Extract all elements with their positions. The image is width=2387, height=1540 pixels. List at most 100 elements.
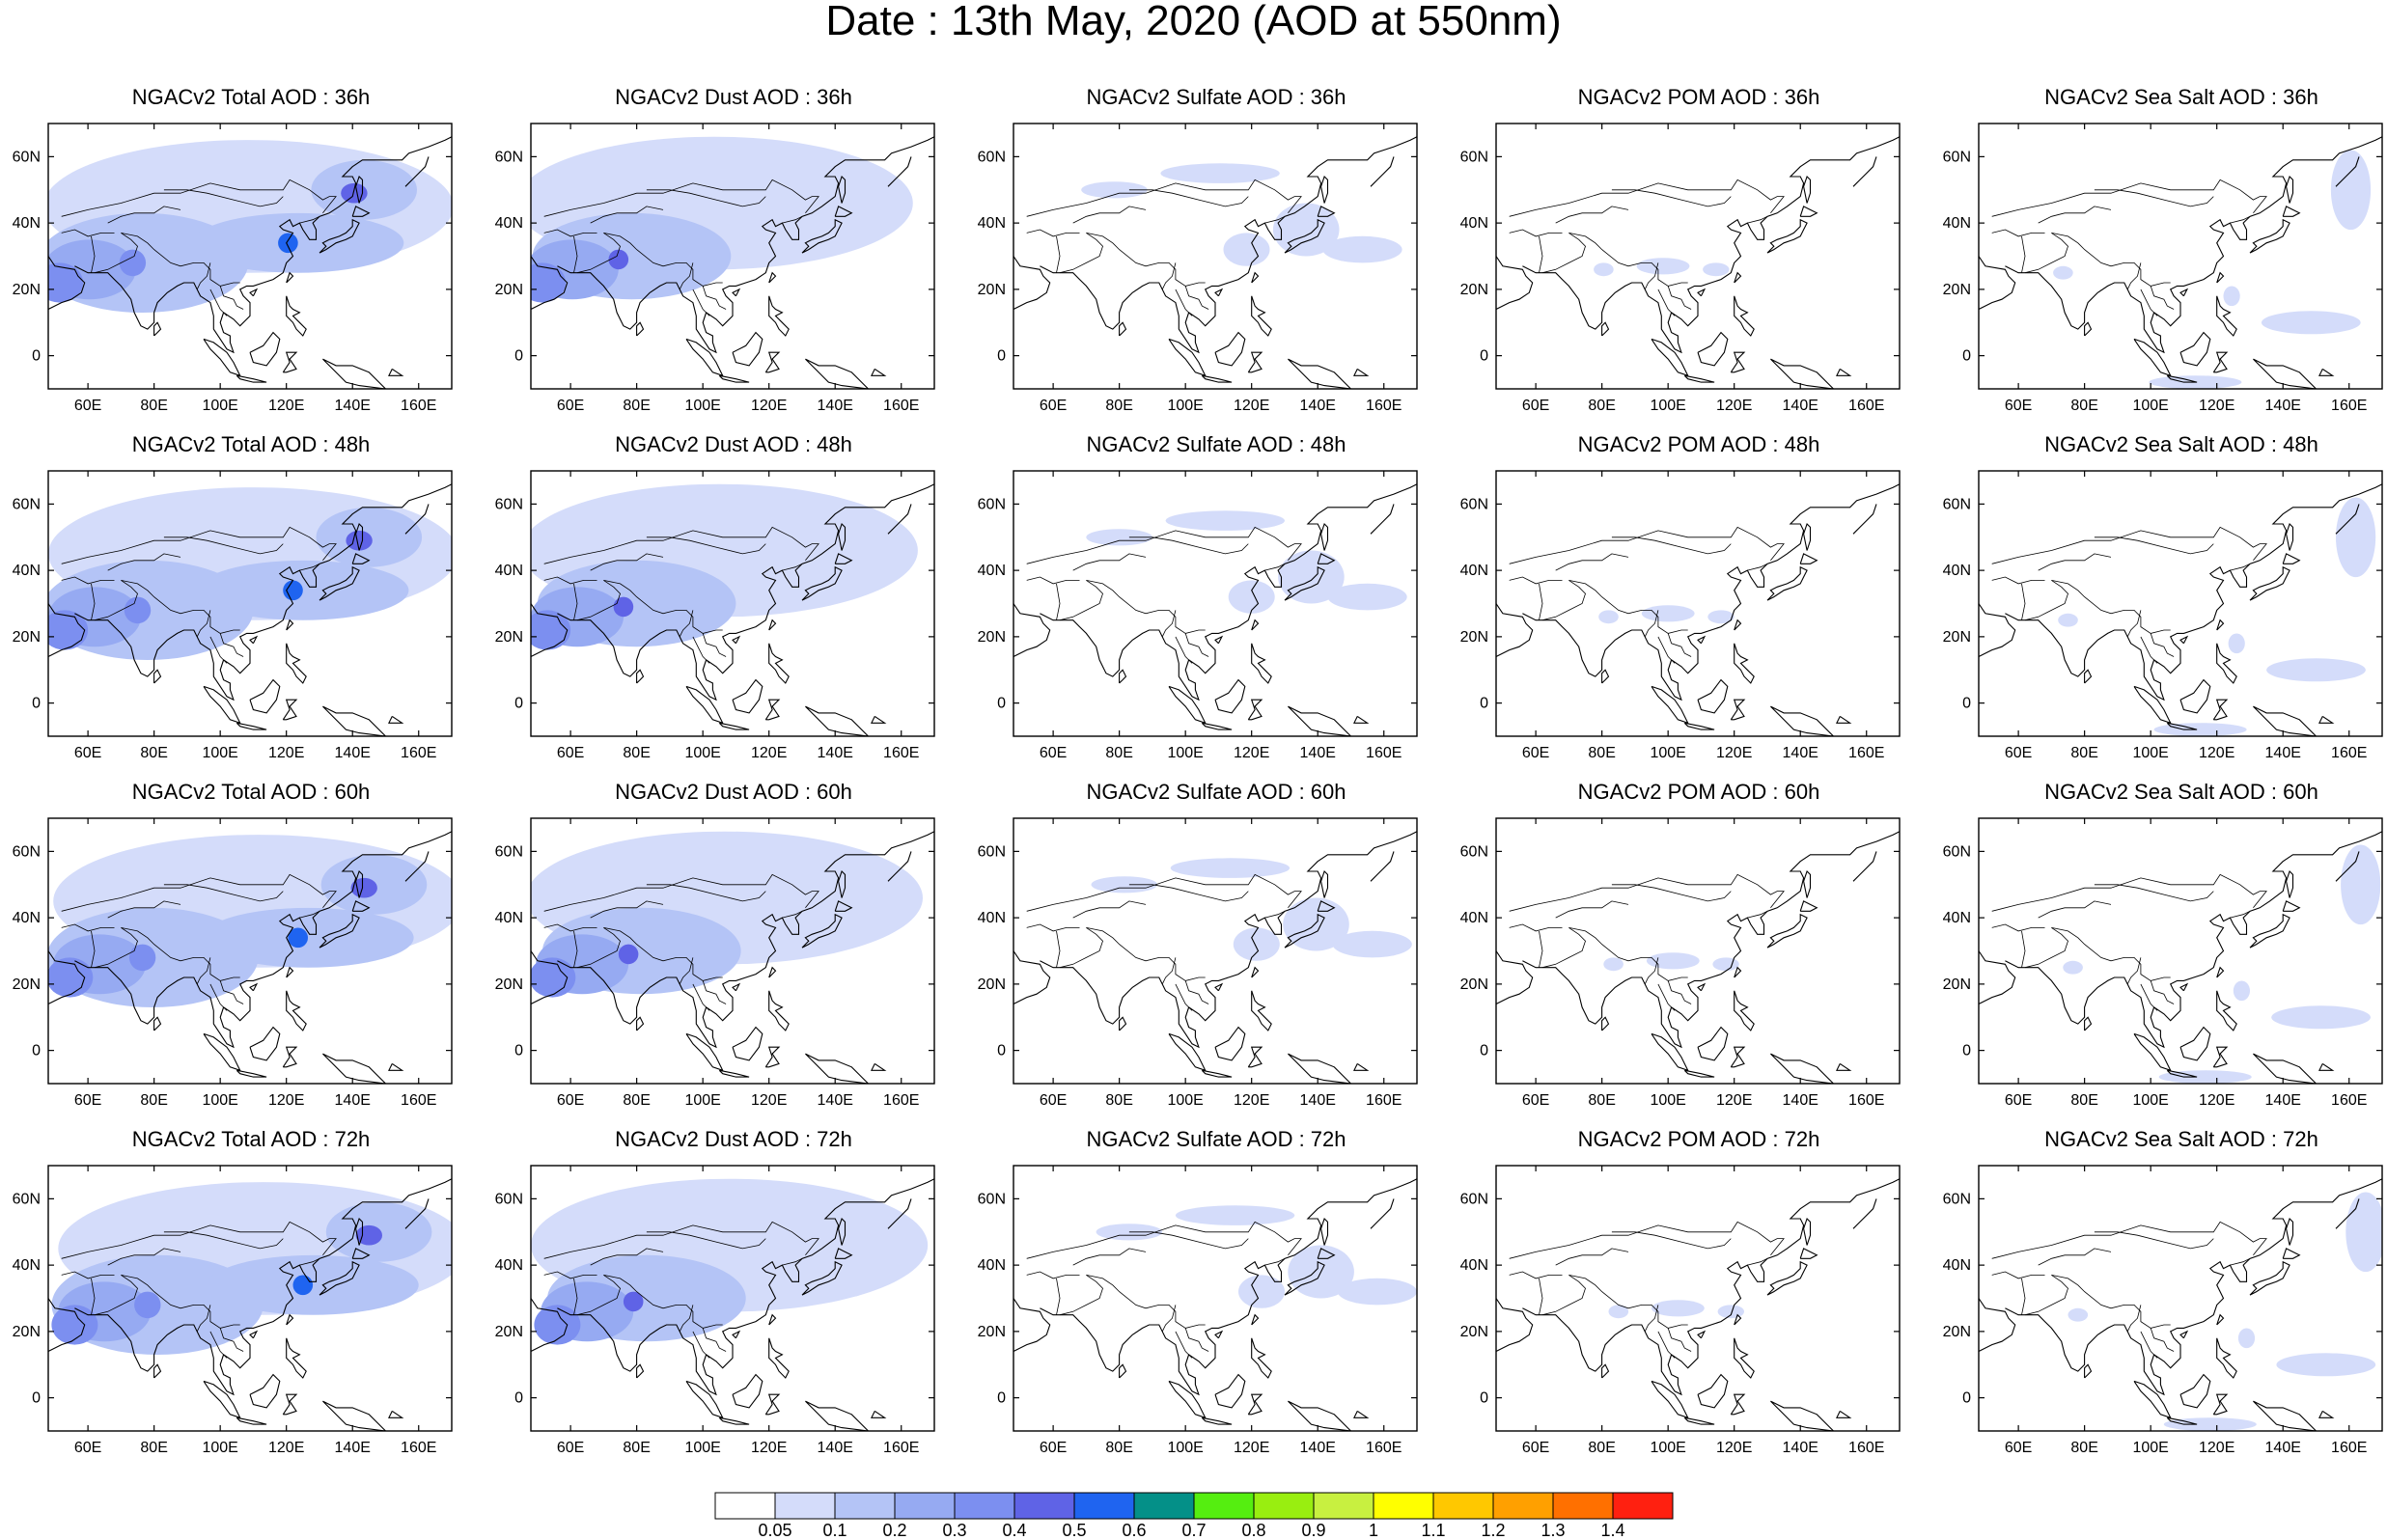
country-border [2094,189,2214,207]
coastline [286,966,294,978]
country-border [692,1331,710,1359]
aod-contour-area [1170,858,1291,878]
coastline [388,715,404,724]
lon-tick-label: 80E [623,1440,650,1456]
coastline [2318,368,2335,376]
country-border [1175,1331,1193,1359]
coastline [1284,218,1325,254]
aod-contour-area [2228,633,2245,654]
coastline [732,1373,763,1409]
coastline [1370,1198,1395,1229]
panel-title: NGACv2 Dust AOD : 48h [615,432,852,456]
lat-tick-label: 40N [1460,910,1488,926]
lat-tick-label: 20N [495,282,523,298]
aod-contour-area [1238,1275,1285,1308]
country-border [1568,233,1688,287]
coastline [2286,869,2294,898]
coastline [838,869,847,898]
coastline [801,1260,843,1296]
country-border [2230,215,2251,224]
coastline [74,483,452,701]
country-border [1161,957,1177,985]
coastline [322,1053,387,1084]
coastline [1040,483,1417,701]
country-border [94,233,138,274]
aod-contour-area [278,233,298,254]
coastline [887,504,912,535]
coastline [1214,1330,1224,1339]
map-panel: NGACv2 Sulfate AOD : 48h 60N 40N 20N 0 60E 80E… [965,432,1448,765]
country-border [209,983,228,1011]
colorbar-swatch [834,1492,896,1520]
coastline [1251,619,1260,631]
coastlines [1496,136,1900,389]
country-border [646,1231,766,1250]
coastline [355,869,364,898]
coastline [531,603,569,657]
coastline [249,1330,259,1339]
country-border [1657,1331,1676,1359]
lat-tick-label: 20N [978,282,1006,298]
coastline [1697,982,1707,992]
country-border [1991,1221,2267,1259]
aod-shading [1081,163,1402,266]
lon-tick-label: 140E [1300,398,1336,414]
coastline [1522,831,1900,1049]
coastline [2212,351,2229,373]
lat-tick-label: 0 [514,696,523,712]
coastline [1734,1313,1742,1326]
lon-tick-label: 160E [2331,745,2367,761]
aod-contour-area [1283,897,1349,951]
lon-tick-label: 160E [883,745,919,761]
country-border [1072,553,1147,571]
aod-shading [2063,844,2381,1084]
country-border [543,873,819,912]
coastline [1852,504,1877,535]
lon-tick-label: 140E [1783,398,1818,414]
coastline [1168,338,1207,377]
coastline [1683,722,1715,730]
aod-shading [531,483,918,650]
coastline [718,374,750,383]
lat-tick-label: 60N [1943,149,1971,165]
lat-tick-label: 0 [514,1043,523,1059]
country-border [299,1257,320,1266]
aod-contour-area [1322,235,1402,263]
aod-contour-area [2330,150,2372,231]
coastline [768,619,777,631]
coastline [1979,950,2016,1004]
aod-shading [2058,497,2376,736]
aod-contour-area [350,877,377,898]
colorbar-swatch [714,1492,776,1520]
country-border [1644,957,1659,985]
map-panel: NGACv2 Sulfate AOD : 60h 60N 40N 20N 0 60E 80E… [965,780,1448,1113]
lat-tick-label: 0 [1480,1390,1488,1407]
aod-shading [1091,858,1412,961]
lon-tick-label: 120E [268,1440,304,1456]
coastline [1836,368,1852,376]
country-border [1175,636,1193,664]
coastline [1370,156,1395,187]
country-border [543,1221,819,1259]
lat-tick-label: 40N [978,910,1006,926]
coastline [1168,1380,1207,1419]
coastline [48,603,86,657]
lon-tick-label: 100E [1650,398,1685,414]
coastline [2179,1026,2211,1061]
country-border [2126,262,2142,290]
map-panel: NGACv2 Sea Salt AOD : 72h 60N 40N 20N 0 60E 80… [1930,1127,2387,1460]
aod-contour-area [2153,723,2247,736]
lon-tick-label: 160E [401,398,436,414]
aod-shading [48,835,452,1007]
country-border [782,215,803,224]
coastline [732,982,741,992]
coastline [732,1330,741,1339]
country-border [1509,229,1563,237]
country-border [1657,636,1676,664]
aod-contour-area [2163,1417,2257,1431]
aod-contour-area [2068,1307,2089,1322]
coastline [1697,331,1729,367]
lat-tick-label: 40N [495,563,523,579]
coastline [1730,1046,1746,1068]
coastline [1040,831,1417,1049]
